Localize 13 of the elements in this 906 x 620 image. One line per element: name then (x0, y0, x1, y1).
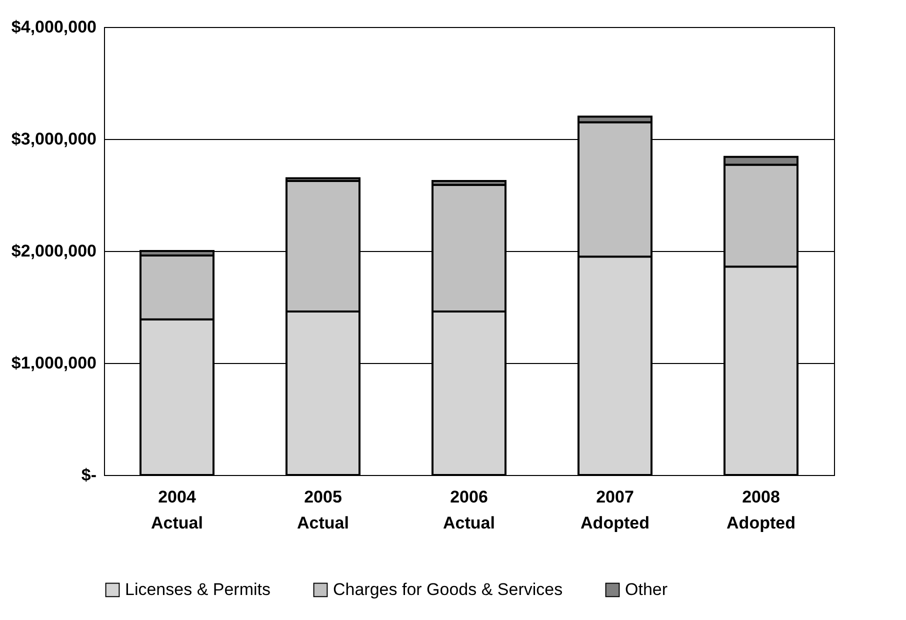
y-tick-label: $2,000,000 (11, 242, 96, 260)
x-tick-label: 2006 Actual (443, 488, 495, 532)
y-tick-label: $- (81, 466, 96, 484)
y-tick-label: $3,000,000 (11, 130, 96, 148)
x-tick-label: 2008 Adopted (726, 488, 796, 532)
legend-label: Other (625, 580, 668, 599)
legend-label: Licenses & Permits (125, 580, 270, 599)
y-tick-label: $4,000,000 (11, 18, 96, 36)
legend-label: Charges for Goods & Services (333, 580, 563, 599)
x-tick-label: 2004 Actual (151, 488, 203, 532)
x-tick-label: 2005 Actual (297, 488, 349, 532)
x-tick-label: 2007 Adopted (580, 488, 650, 532)
y-tick-label: $1,000,000 (11, 354, 96, 372)
